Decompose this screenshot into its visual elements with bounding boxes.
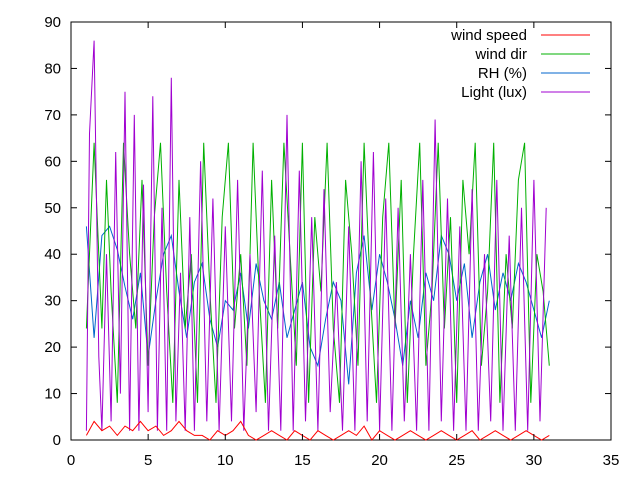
y-tick-label: 80 xyxy=(44,60,61,77)
y-tick-label: 60 xyxy=(44,153,61,170)
y-tick-label: 0 xyxy=(53,432,61,449)
legend-label: Light (lux) xyxy=(461,84,527,101)
legend-label: wind speed xyxy=(450,27,527,44)
x-tick-label: 0 xyxy=(67,452,75,469)
legend-label: RH (%) xyxy=(478,65,527,82)
x-tick-label: 30 xyxy=(526,452,543,469)
plot-frame xyxy=(70,21,612,441)
x-tick-label: 25 xyxy=(448,452,465,469)
legend: wind speed wind dir RH (%) Light (lux) xyxy=(450,27,590,101)
y-tick-label: 10 xyxy=(44,386,61,403)
ticks-layer: 0 5 10 15 20 25 30 35 0 10 20 30 40 50 60 70 80 90 xyxy=(44,14,619,469)
y-tick-label: 20 xyxy=(44,339,61,356)
y-tick-label: 50 xyxy=(44,200,61,217)
series-line-2 xyxy=(85,225,550,385)
x-tick-label: 10 xyxy=(217,452,234,469)
y-tick-label: 40 xyxy=(44,246,61,263)
y-tick-label: 90 xyxy=(44,14,61,31)
y-tick-label: 70 xyxy=(44,107,61,124)
x-tick-label: 15 xyxy=(294,452,311,469)
x-tick-label: 35 xyxy=(603,452,620,469)
x-tick-label: 20 xyxy=(371,452,388,469)
y-tick-label: 30 xyxy=(44,293,61,310)
series-line-0 xyxy=(85,420,550,441)
legend-label: wind dir xyxy=(474,46,527,63)
plot-area xyxy=(70,21,612,441)
x-tick-label: 5 xyxy=(144,452,152,469)
series-layer xyxy=(85,40,550,441)
series-line-3 xyxy=(85,40,547,431)
